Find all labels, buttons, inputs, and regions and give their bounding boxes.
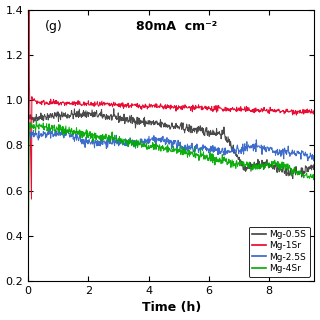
Legend: Mg-0.5S, Mg-1Sr, Mg-2.5S, Mg-4Sr: Mg-0.5S, Mg-1Sr, Mg-2.5S, Mg-4Sr [249, 227, 310, 276]
Text: (g): (g) [45, 20, 63, 33]
Text: 80mA  cm⁻²: 80mA cm⁻² [136, 20, 218, 33]
X-axis label: Time (h): Time (h) [142, 301, 201, 315]
